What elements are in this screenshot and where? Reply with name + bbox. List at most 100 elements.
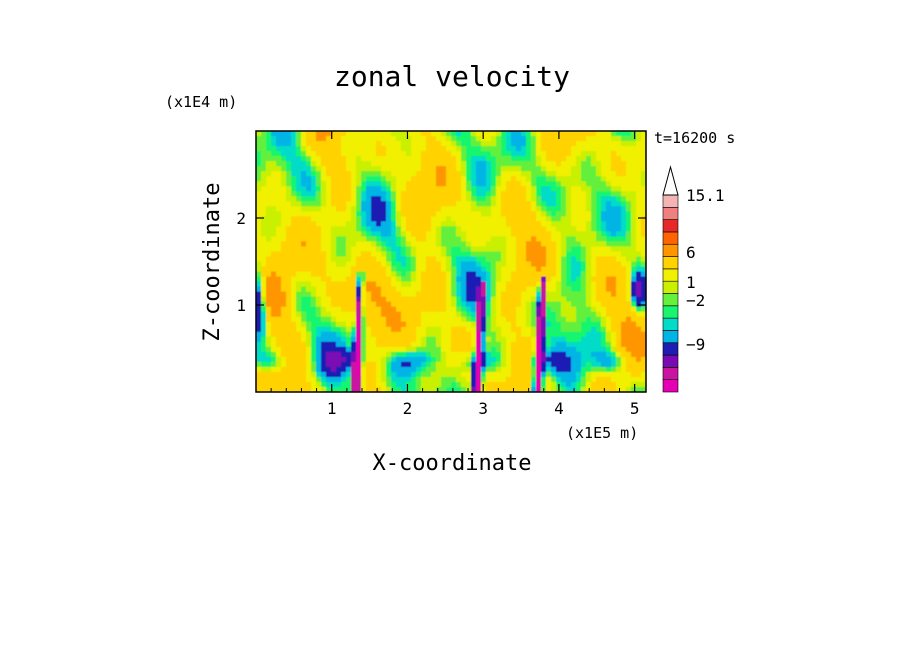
field-cell [501, 151, 507, 157]
field-cell [626, 151, 632, 157]
field-cell [366, 131, 372, 137]
field-cell [421, 341, 427, 348]
field-cell [436, 256, 442, 263]
field-cell [616, 191, 622, 197]
field-cell [386, 196, 392, 202]
field-cell [626, 226, 632, 232]
field-cell [471, 336, 477, 343]
field-cell [576, 361, 582, 368]
field-cell [511, 256, 517, 263]
field-cell [351, 296, 357, 303]
field-cell [571, 311, 577, 318]
field-cell [336, 146, 342, 152]
field-cell [426, 341, 432, 348]
field-cell [446, 381, 452, 388]
field-cell [486, 136, 492, 142]
field-cell [276, 146, 282, 152]
field-cell [461, 271, 467, 278]
field-cell [521, 196, 527, 202]
field-cell [506, 306, 512, 313]
field-cell [491, 236, 497, 243]
field-cell [336, 291, 342, 298]
field-cell [636, 171, 642, 177]
field-cell [556, 326, 562, 333]
field-cell [301, 131, 307, 137]
field-cell [296, 261, 302, 268]
field-cell [416, 206, 422, 212]
field-cell [321, 301, 327, 308]
field-cell [391, 246, 397, 253]
field-cell [336, 341, 342, 348]
field-cell [276, 331, 282, 338]
field-cell [321, 171, 327, 177]
field-cell [336, 176, 342, 182]
field-cell [276, 276, 282, 283]
field-cell [516, 161, 522, 167]
field-cell [536, 361, 542, 368]
field-cell [451, 191, 457, 197]
field-cell [326, 271, 332, 278]
field-cell [431, 161, 437, 167]
field-cell [341, 266, 347, 273]
field-cell [616, 291, 622, 298]
field-cell [326, 276, 332, 283]
field-cell [511, 196, 517, 202]
field-cell [576, 196, 582, 202]
field-cell [481, 226, 487, 232]
field-cell [456, 361, 462, 368]
field-cell [511, 201, 517, 207]
field-cell [506, 251, 512, 258]
field-cell [511, 276, 517, 283]
field-cell [606, 361, 612, 368]
field-cell [401, 361, 407, 368]
field-cell [476, 326, 482, 333]
field-cell [361, 281, 367, 288]
field-cell [451, 276, 457, 283]
field-cell [546, 336, 552, 343]
field-cell [606, 341, 612, 348]
field-cell [571, 271, 577, 278]
field-cell [591, 221, 597, 227]
field-cell [471, 371, 477, 378]
field-cell [301, 141, 307, 147]
field-cell [371, 296, 377, 303]
field-cell [441, 156, 447, 162]
field-cell [291, 236, 297, 243]
field-cell [641, 266, 646, 273]
field-cell [266, 161, 272, 167]
field-cell [561, 311, 567, 318]
field-cell [561, 251, 567, 258]
colorbar-label: −9 [686, 335, 705, 354]
field-cell [641, 256, 646, 263]
field-cell [536, 311, 542, 318]
field-cell [486, 256, 492, 263]
field-cell [356, 376, 362, 383]
field-cell [401, 201, 407, 207]
field-cell [446, 241, 452, 248]
field-cell [401, 231, 407, 237]
field-cell [366, 291, 372, 298]
field-cell [471, 181, 477, 187]
field-cell [576, 346, 582, 353]
field-cell [511, 311, 517, 318]
field-cell [396, 246, 402, 253]
field-cell [326, 181, 332, 187]
field-cell [526, 161, 532, 167]
field-cell [361, 211, 367, 217]
field-cell [371, 316, 377, 323]
field-cell [356, 181, 362, 187]
field-cell [516, 271, 522, 278]
field-cell [516, 386, 522, 392]
field-cell [576, 351, 582, 358]
field-cell [291, 306, 297, 313]
field-cell [346, 346, 352, 353]
field-cell [276, 291, 282, 298]
field-cell [471, 191, 477, 197]
field-cell [276, 311, 282, 318]
colorbar: 15.161−2−9 [662, 165, 725, 393]
field-cell [451, 226, 457, 232]
field-cell [291, 376, 297, 383]
field-cell [561, 361, 567, 368]
field-cell [616, 256, 622, 263]
field-cell [461, 336, 467, 343]
